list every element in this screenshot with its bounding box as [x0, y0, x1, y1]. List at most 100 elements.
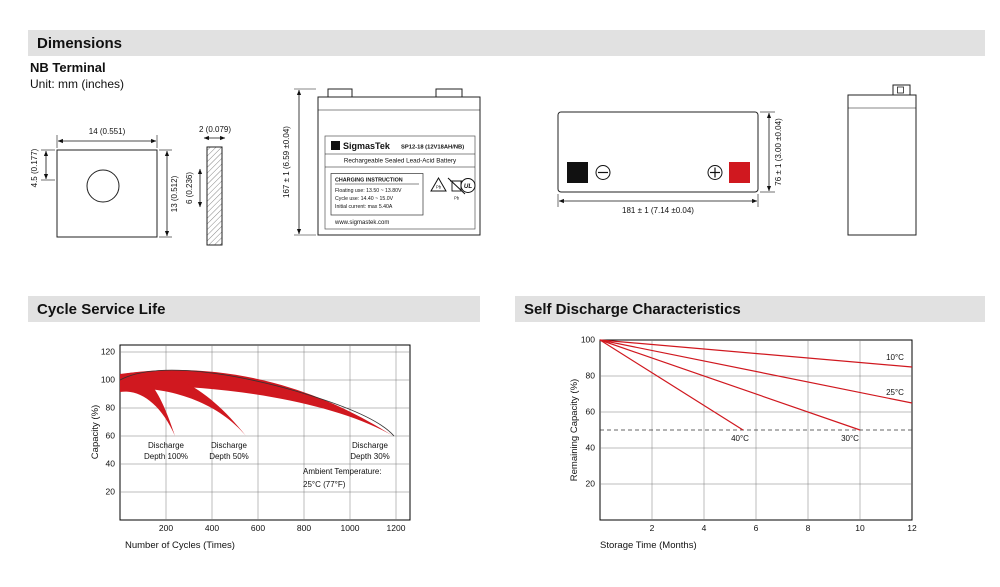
self-discharge-title: Self Discharge Characteristics — [524, 300, 741, 318]
xtick-4: 4 — [702, 523, 707, 533]
dimension-drawings: 14 (0.551) 4.5 (0.177) 13 (0.512) 2 (0.0… — [30, 84, 917, 246]
brand-logo-letter: S — [333, 144, 338, 151]
battery-side-drawing — [847, 84, 917, 236]
ytick-40: 40 — [106, 459, 116, 469]
minus-terminal-icon — [595, 165, 611, 180]
anno-ambient-l2: 25°C (77°F) — [303, 480, 346, 489]
ytick-80: 80 — [106, 403, 116, 413]
side-terminal — [892, 84, 911, 96]
ytick-40: 40 — [586, 443, 596, 453]
cycle-service-life-chart: 120 100 80 60 40 20 200 400 600 800 1000… — [90, 344, 411, 551]
negative-terminal-block — [567, 162, 588, 183]
self-discharge-section-header: Self Discharge Characteristics — [515, 296, 985, 322]
recycle-icon — [430, 176, 447, 192]
xtick-2: 2 — [650, 523, 655, 533]
dimensions-section-title: Dimensions — [37, 34, 123, 52]
battery-type-line: Rechargeable Sealed Lead-Acid Battery — [344, 158, 457, 165]
line-40c — [599, 339, 744, 431]
anno-depth50-l1: Discharge — [211, 441, 248, 450]
trash-pb-label: Pb — [454, 196, 460, 201]
brand-name: SigmasTek — [343, 141, 391, 151]
terminal-height-dim: 13 (0.512) — [170, 175, 179, 212]
xtick-12: 12 — [907, 523, 917, 533]
ul-mark-icon — [460, 178, 476, 193]
x-axis-label: Number of Cycles (Times) — [125, 540, 235, 551]
self-discharge-chart: 10°C 25°C 30°C 40°C 100 80 60 40 20 2 4 … — [569, 335, 917, 552]
battery-length-dim: 181 ± 1 (7.14 ±0.04) — [622, 206, 694, 215]
chart-x-tick-labels: 200 400 600 800 1000 1200 — [159, 523, 406, 533]
line-30c — [599, 339, 861, 431]
terminal-depth-dim: 6 (0.236) — [185, 172, 194, 204]
ytick-60: 60 — [586, 407, 596, 417]
chart-y-tick-labels: 120 100 80 60 40 20 — [101, 347, 115, 497]
discharge-lines — [599, 339, 913, 431]
xtick-1200: 1200 — [387, 523, 406, 533]
chart-x-tick-labels: 2 4 6 8 10 12 — [650, 523, 917, 533]
line-10c — [599, 339, 913, 368]
charging-line-1: Floating use: 13.50 ~ 13.80V — [335, 188, 402, 194]
trash-crossed-icon — [447, 177, 466, 195]
anno-depth30-l1: Discharge — [352, 441, 389, 450]
xtick-600: 600 — [251, 523, 265, 533]
charging-line-2: Cycle use: 14.40 ~ 15.0V — [335, 196, 394, 202]
terminal-side-drawing: 2 (0.079) 6 (0.236) — [185, 125, 231, 246]
line-labels: 10°C 25°C 30°C 40°C — [731, 353, 904, 443]
brand-logo-icon — [331, 141, 340, 150]
charging-title: CHARGING INSTRUCTION — [335, 178, 403, 184]
terminal-hole — [86, 169, 120, 203]
ytick-20: 20 — [106, 487, 116, 497]
xtick-6: 6 — [754, 523, 759, 533]
unit-note: Unit: mm (inches) — [30, 77, 125, 91]
xtick-10: 10 — [855, 523, 865, 533]
positive-terminal-block — [729, 162, 750, 183]
battery-top-drawing: 181 ± 1 (7.14 ±0.04) 76 ± 1 (3.00 ±0.04) — [557, 111, 783, 215]
battery-terminal-tab-left — [327, 88, 353, 98]
ytick-100: 100 — [581, 335, 595, 345]
xtick-1000: 1000 — [341, 523, 360, 533]
battery-front-drawing: S SigmasTek SP12-18 (12V18AH/NB) Recharg… — [282, 88, 481, 236]
chart-y-tick-labels: 100 80 60 40 20 — [581, 335, 595, 489]
terminal-thickness-dim: 2 (0.079) — [199, 125, 231, 134]
chart-gridlines — [120, 345, 410, 520]
xtick-200: 200 — [159, 523, 173, 533]
model-number: SP12-18 (12V18AH/NB) — [401, 145, 464, 151]
ytick-100: 100 — [101, 375, 115, 385]
band-depth-100 — [120, 372, 175, 436]
xtick-8: 8 — [806, 523, 811, 533]
charging-instruction-box — [330, 173, 424, 216]
terminal-front-drawing: 14 (0.551) 4.5 (0.177) 13 (0.512) — [30, 127, 179, 238]
charging-line-3: Initial current: max 5.40A — [335, 204, 393, 210]
cycle-life-title: Cycle Service Life — [37, 300, 166, 318]
envelope-curve — [119, 369, 395, 437]
recycle-pb-label: Pb — [436, 185, 442, 190]
dimensions-section-header: Dimensions — [28, 30, 985, 56]
anno-depth100-l1: Discharge — [148, 441, 185, 450]
anno-depth30-l2: Depth 30% — [350, 452, 390, 461]
line-25c — [599, 339, 913, 404]
terminal-width-dim: 14 (0.551) — [89, 127, 126, 136]
ytick-80: 80 — [586, 371, 596, 381]
anno-depth100-l2: Depth 100% — [144, 452, 188, 461]
ytick-120: 120 — [101, 347, 115, 357]
label-10c: 10°C — [886, 353, 904, 362]
terminal-offset-dim: 4.5 (0.177) — [30, 148, 39, 187]
x-axis-label: Storage Time (Months) — [600, 540, 697, 551]
xtick-800: 800 — [297, 523, 311, 533]
y-axis-label: Remaining Capacity (%) — [569, 379, 580, 481]
battery-width-dim: 76 ± 1 (3.00 ±0.04) — [774, 118, 783, 186]
ul-mark-label: UL — [464, 183, 472, 190]
anno-ambient-l1: Ambient Temperature: — [303, 467, 382, 476]
y-axis-label: Capacity (%) — [90, 405, 101, 459]
ytick-60: 60 — [106, 431, 116, 441]
chart-annotations: Discharge Depth 100% Discharge Depth 50%… — [144, 441, 390, 489]
terminal-side-plate — [206, 146, 223, 246]
label-30c: 30°C — [841, 434, 859, 443]
xtick-400: 400 — [205, 523, 219, 533]
cycle-life-bands — [119, 369, 395, 437]
terminal-type-heading: NB Terminal — [30, 60, 106, 75]
battery-height-dim: 167 ± 1 (6.59 ±0.04) — [282, 126, 291, 198]
plus-terminal-icon — [707, 165, 723, 180]
cycle-life-section-header: Cycle Service Life — [28, 296, 480, 322]
label-25c: 25°C — [886, 388, 904, 397]
